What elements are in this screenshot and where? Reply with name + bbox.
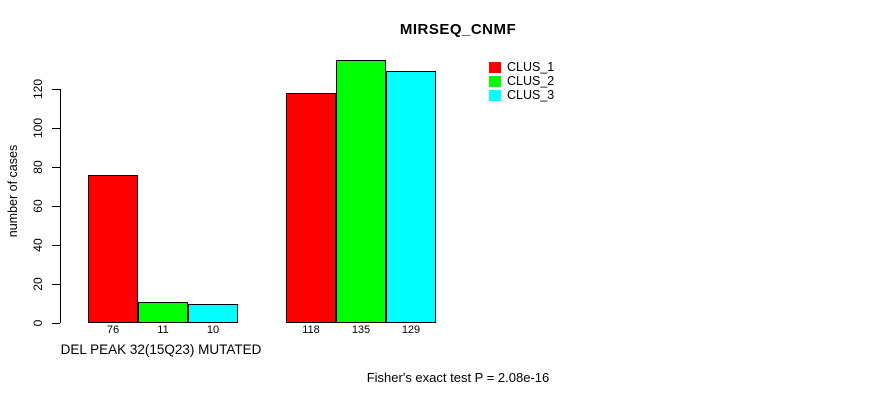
legend-swatch-icon xyxy=(489,89,501,101)
bar-value-label: 76 xyxy=(106,324,120,336)
y-tick-label: 80 xyxy=(31,160,45,174)
legend-swatch-icon xyxy=(489,61,501,73)
bar-clus_1-group1 xyxy=(88,174,138,323)
y-tick-label: 120 xyxy=(31,78,45,100)
legend-label: CLUS_3 xyxy=(507,88,555,102)
legend-item-clus_1: CLUS_1 xyxy=(489,60,554,74)
y-tick-mark xyxy=(52,244,60,246)
bar-value-label: 129 xyxy=(401,324,421,336)
y-tick-mark xyxy=(52,127,60,129)
legend-item-clus_2: CLUS_2 xyxy=(489,74,554,88)
y-tick-label: 40 xyxy=(31,238,45,252)
legend-label: CLUS_2 xyxy=(507,74,555,88)
y-tick-mark xyxy=(52,322,60,324)
legend-label: CLUS_1 xyxy=(507,60,555,74)
x-group-label: DEL PEAK 32(15Q23) MUTATED xyxy=(60,342,262,357)
bar-clus_2-group2 xyxy=(336,59,386,323)
fisher-test-note: Fisher's exact test P = 2.08e-16 xyxy=(366,370,550,385)
y-axis-label: number of cases xyxy=(6,144,20,238)
bar-clus_3-group1 xyxy=(188,303,238,323)
y-tick-mark xyxy=(52,283,60,285)
y-tick-label: 60 xyxy=(31,199,45,213)
bar-value-label: 118 xyxy=(302,324,320,336)
y-tick-label: 0 xyxy=(31,319,45,327)
bar-value-label: 135 xyxy=(351,324,371,336)
bar-clus_2-group1 xyxy=(138,301,188,323)
legend-swatch-icon xyxy=(489,75,501,87)
bar-clus_1-group2 xyxy=(286,92,336,323)
y-tick-mark xyxy=(52,88,60,90)
legend: CLUS_1 CLUS_2 CLUS_3 xyxy=(489,60,554,102)
y-axis-line xyxy=(60,89,61,323)
y-tick-mark xyxy=(52,205,60,207)
y-tick-mark xyxy=(52,166,60,168)
bar-value-label: 11 xyxy=(157,324,169,336)
bar-value-label: 10 xyxy=(206,324,220,336)
chart-title: MIRSEQ_CNMF xyxy=(399,21,517,38)
y-tick-label: 20 xyxy=(31,277,45,291)
bar-clus_3-group2 xyxy=(386,71,436,323)
y-tick-label: 100 xyxy=(31,117,45,139)
legend-item-clus_3: CLUS_3 xyxy=(489,88,554,102)
